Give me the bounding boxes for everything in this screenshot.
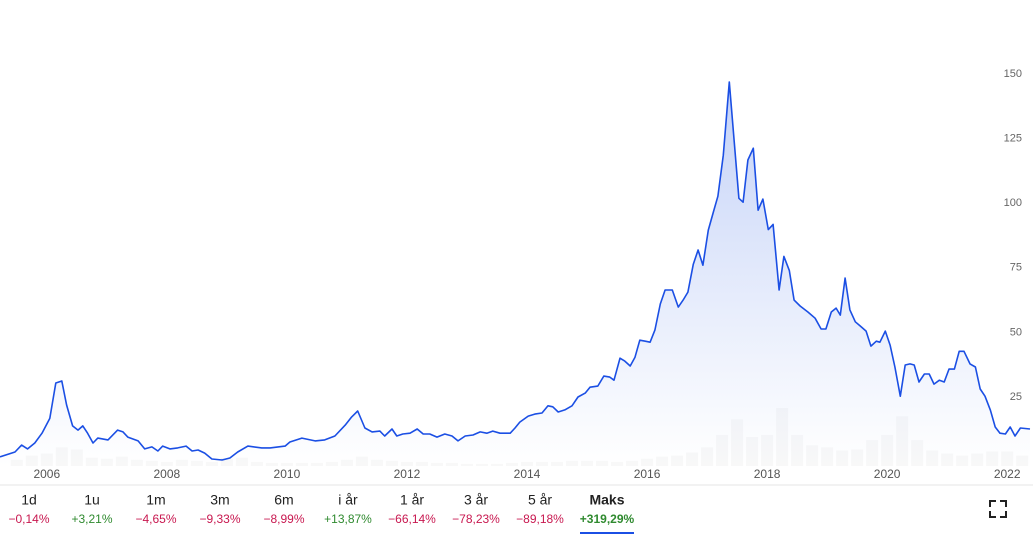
range-tab[interactable]: 1 år −66,14% [388, 492, 436, 526]
fullscreen-button[interactable] [989, 500, 1007, 518]
tab-change: +3,21% [71, 512, 112, 526]
y-tick-label: 150 [1004, 68, 1022, 80]
x-tick-label: 2008 [154, 467, 181, 481]
range-tab[interactable]: 5 år −89,18% [516, 492, 564, 526]
tab-change: −66,14% [388, 512, 436, 526]
plot-layer: 25 50 75 100 125 150 2006 2008 2010 2012 2014 2016 2… [0, 68, 1031, 481]
area-fill [0, 82, 1030, 466]
range-tab[interactable]: 3m −9,33% [199, 492, 240, 526]
y-tick-label: 125 [1004, 133, 1022, 145]
y-tick-label: 25 [1010, 391, 1022, 403]
tab-change: −4,65% [135, 512, 176, 526]
x-tick-label: 2012 [394, 467, 421, 481]
tab-change: +319,29% [580, 512, 635, 526]
tab-change: −8,99% [263, 512, 304, 526]
range-tab[interactable]: 3 år −78,23% [452, 492, 500, 526]
y-tick-label: 75 [1010, 262, 1022, 274]
x-tick-label: 2020 [874, 467, 901, 481]
range-tab[interactable]: 1m −4,65% [135, 492, 176, 526]
x-tick-label: 2022 [994, 467, 1021, 481]
tab-label: Maks [589, 492, 624, 508]
x-tick-label: 2018 [754, 467, 781, 481]
tab-change: −9,33% [199, 512, 240, 526]
y-tick-label: 50 [1010, 326, 1022, 338]
tab-change: −89,18% [516, 512, 564, 526]
x-tick-label: 2014 [514, 467, 541, 481]
tab-label: 1u [84, 492, 100, 508]
tab-label: 3 år [464, 492, 488, 508]
x-tick-label: 2006 [33, 467, 60, 481]
tab-label: 3m [210, 492, 229, 508]
tab-underline [580, 532, 634, 534]
tab-change: −0,14% [8, 512, 49, 526]
x-tick-label: 2010 [274, 467, 301, 481]
tab-label: 1 år [400, 492, 424, 508]
price-line [0, 81, 1031, 461]
y-tick-label: 100 [1004, 197, 1022, 209]
range-tab[interactable]: i år +13,87% [324, 492, 372, 526]
tab-label: 1d [21, 492, 37, 508]
range-tab[interactable]: Maks +319,29% [580, 492, 635, 534]
tab-label: 5 år [528, 492, 552, 508]
tab-change: −78,23% [452, 512, 500, 526]
range-tab[interactable]: 1d −0,14% [8, 492, 49, 526]
range-tab[interactable]: 1u +3,21% [71, 492, 112, 526]
tab-label: 1m [146, 492, 165, 508]
tab-label: 6m [274, 492, 293, 508]
tab-change: +13,87% [324, 512, 372, 526]
range-tab[interactable]: 6m −8,99% [263, 492, 304, 526]
x-tick-label: 2016 [634, 467, 661, 481]
tab-label: i år [338, 492, 358, 508]
